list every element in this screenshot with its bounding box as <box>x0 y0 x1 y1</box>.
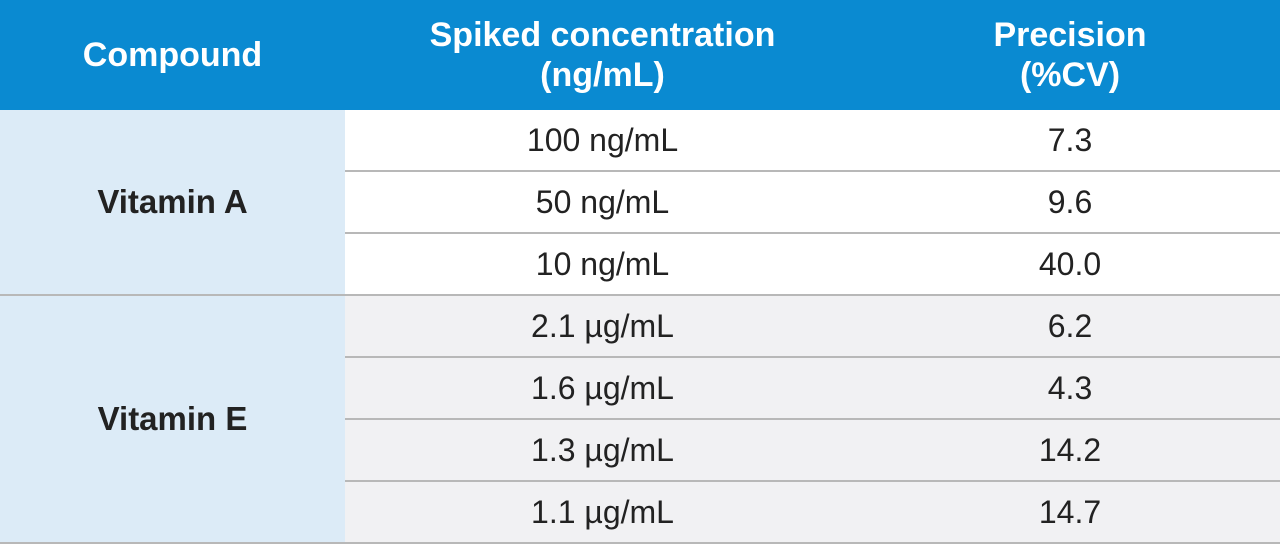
table-row: 50 ng/mL 9.6 <box>0 171 1280 234</box>
concentration-cell: 100 ng/mL <box>345 110 860 172</box>
concentration-cell: 1.6 µg/mL <box>345 357 860 420</box>
precision-cell: 14.7 <box>860 481 1280 544</box>
precision-cell: 6.2 <box>860 295 1280 358</box>
precision-cell: 9.6 <box>860 171 1280 234</box>
concentration-cell: 1.1 µg/mL <box>345 481 860 544</box>
header-spiked-concentration: Spiked concentration (ng/mL) <box>345 0 860 110</box>
concentration-cell: 1.3 µg/mL <box>345 419 860 482</box>
compound-cell: Vitamin A <box>0 110 345 296</box>
table-row: Vitamin A 100 ng/mL 7.3 <box>0 110 1280 296</box>
header-compound: Compound <box>0 0 345 110</box>
table-row: 10 ng/mL 40.0 <box>0 233 1280 296</box>
precision-cell: 4.3 <box>860 357 1280 420</box>
header-spiked-line2: (ng/mL) <box>540 56 665 94</box>
concentration-cell: 50 ng/mL <box>345 171 860 234</box>
concentration-cell: 2.1 µg/mL <box>345 295 860 358</box>
concentration-cell: 10 ng/mL <box>345 233 860 296</box>
precision-cell: 40.0 <box>860 233 1280 296</box>
table-header: Compound Spiked concentration (ng/mL) Pr… <box>0 0 1280 110</box>
header-row: Compound Spiked concentration (ng/mL) Pr… <box>0 0 1280 110</box>
table-row: 1.6 µg/mL 4.3 <box>0 357 1280 420</box>
group-vitamin-e: Vitamin E 2.1 µg/mL 6.2 1.6 µg/mL 4.3 1.… <box>0 295 1280 544</box>
header-spiked-line1: Spiked concentration <box>429 16 776 54</box>
header-precision-line1: Precision <box>993 16 1147 54</box>
table-row: 1.3 µg/mL 14.2 <box>0 419 1280 482</box>
compound-cell: Vitamin E <box>0 295 345 544</box>
group-vitamin-a: Vitamin A 100 ng/mL 7.3 50 ng/mL 9.6 10 … <box>0 110 1280 296</box>
precision-cell: 7.3 <box>860 110 1280 172</box>
header-compound-label: Compound <box>82 36 263 74</box>
precision-cell: 14.2 <box>860 419 1280 482</box>
header-precision: Precision (%CV) <box>860 0 1280 110</box>
table-row: 1.1 µg/mL 14.7 <box>0 481 1280 544</box>
header-precision-line2: (%CV) <box>1019 56 1121 94</box>
table-row: Vitamin E 2.1 µg/mL 6.2 <box>0 295 1280 544</box>
